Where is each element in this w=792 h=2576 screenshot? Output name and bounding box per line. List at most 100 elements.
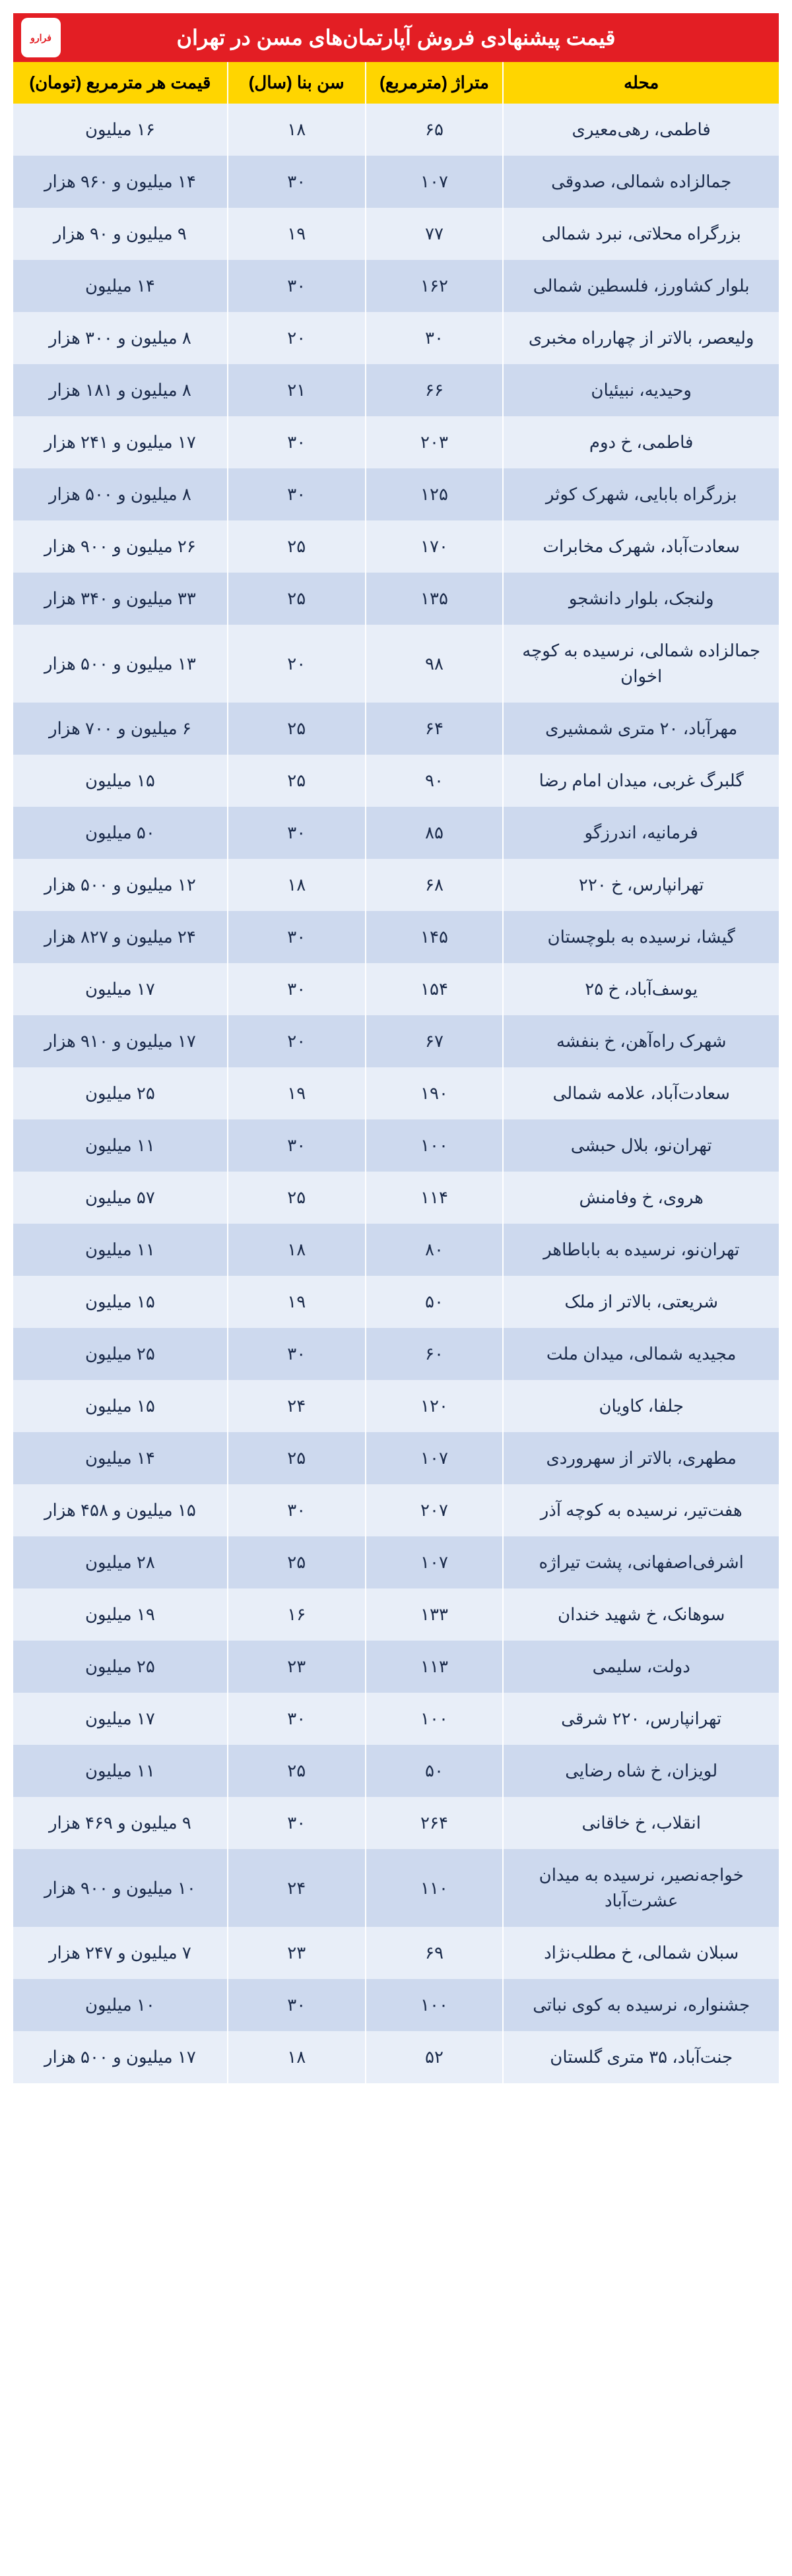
table-row: تهرانپارس، خ ۲۲۰۶۸۱۸۱۲ میلیون و ۵۰۰ هزار <box>13 859 779 911</box>
cell-neighborhood: لویزان، خ شاه رضایی <box>503 1745 779 1797</box>
cell-area: ۱۰۰ <box>366 1693 504 1745</box>
table-row: بزرگراه بابایی، شهرک کوثر۱۲۵۳۰۸ میلیون و… <box>13 468 779 520</box>
cell-age: ۱۶ <box>228 1588 366 1641</box>
cell-price: ۸ میلیون و ۳۰۰ هزار <box>13 312 228 364</box>
cell-age: ۱۸ <box>228 859 366 911</box>
cell-neighborhood: سعادت‌آباد، علامه شمالی <box>503 1067 779 1119</box>
cell-area: ۱۱۳ <box>366 1641 504 1693</box>
col-header-age: سن بنا (سال) <box>228 62 366 104</box>
cell-age: ۳۰ <box>228 1693 366 1745</box>
table-container: قیمت پیشنهادی فروش آپارتمان‌های مسن در ت… <box>0 0 792 2096</box>
table-row: خواجه‌نصیر، نرسیده به میدان عشرت‌آباد۱۱۰… <box>13 1849 779 1927</box>
cell-neighborhood: تهرانپارس، خ ۲۲۰ <box>503 859 779 911</box>
cell-price: ۸ میلیون و ۵۰۰ هزار <box>13 468 228 520</box>
cell-area: ۲۶۴ <box>366 1797 504 1849</box>
table-row: جمالزاده شمالی، صدوقی۱۰۷۳۰۱۴ میلیون و ۹۶… <box>13 156 779 208</box>
table-row: گیشا، نرسیده به بلوچستان۱۴۵۳۰۲۴ میلیون و… <box>13 911 779 963</box>
cell-age: ۲۰ <box>228 625 366 703</box>
cell-price: ۱۲ میلیون و ۵۰۰ هزار <box>13 859 228 911</box>
cell-price: ۲۵ میلیون <box>13 1328 228 1380</box>
cell-price: ۷ میلیون و ۲۴۷ هزار <box>13 1927 228 1979</box>
cell-area: ۲۰۷ <box>366 1484 504 1536</box>
cell-area: ۱۴۵ <box>366 911 504 963</box>
cell-price: ۱۴ میلیون <box>13 260 228 312</box>
cell-neighborhood: بزرگراه محلاتی، نبرد شمالی <box>503 208 779 260</box>
table-row: لویزان، خ شاه رضایی۵۰۲۵۱۱ میلیون <box>13 1745 779 1797</box>
cell-neighborhood: هفت‌تیر، نرسیده به کوچه آذر <box>503 1484 779 1536</box>
cell-neighborhood: مجیدیه شمالی، میدان ملت <box>503 1328 779 1380</box>
cell-age: ۲۴ <box>228 1849 366 1927</box>
cell-price: ۱۰ میلیون و ۹۰۰ هزار <box>13 1849 228 1927</box>
cell-area: ۱۳۳ <box>366 1588 504 1641</box>
cell-area: ۱۷۰ <box>366 520 504 573</box>
cell-neighborhood: فرمانیه، اندرزگو <box>503 807 779 859</box>
cell-area: ۶۶ <box>366 364 504 416</box>
cell-neighborhood: سوهانک، خ شهید خندان <box>503 1588 779 1641</box>
table-body: فاطمی، رهی‌معیری۶۵۱۸۱۶ میلیونجمالزاده شم… <box>13 104 779 2083</box>
cell-neighborhood: شهرک راه‌آهن، خ بنفشه <box>503 1015 779 1067</box>
table-row: فرمانیه، اندرزگو۸۵۳۰۵۰ میلیون <box>13 807 779 859</box>
cell-area: ۱۳۵ <box>366 573 504 625</box>
cell-neighborhood: جنت‌آباد، ۳۵ متری گلستان <box>503 2031 779 2083</box>
cell-area: ۳۰ <box>366 312 504 364</box>
table-row: انقلاب، خ خاقانی۲۶۴۳۰۹ میلیون و ۴۶۹ هزار <box>13 1797 779 1849</box>
cell-area: ۶۹ <box>366 1927 504 1979</box>
table-row: هروی، خ وفامنش۱۱۴۲۵۵۷ میلیون <box>13 1172 779 1224</box>
cell-neighborhood: گلبرگ غربی، میدان امام رضا <box>503 755 779 807</box>
header-row: محله متراژ (مترمربع) سن بنا (سال) قیمت ه… <box>13 62 779 104</box>
cell-neighborhood: تهران‌نو، نرسیده به باباطاهر <box>503 1224 779 1276</box>
col-header-area: متراژ (مترمربع) <box>366 62 504 104</box>
cell-neighborhood: جشنواره، نرسیده به کوی نباتی <box>503 1979 779 2031</box>
cell-age: ۳۰ <box>228 416 366 468</box>
table-row: فاطمی، رهی‌معیری۶۵۱۸۱۶ میلیون <box>13 104 779 156</box>
cell-neighborhood: هروی، خ وفامنش <box>503 1172 779 1224</box>
cell-age: ۲۴ <box>228 1380 366 1432</box>
table-row: سوهانک، خ شهید خندان۱۳۳۱۶۱۹ میلیون <box>13 1588 779 1641</box>
table-row: سعادت‌آباد، علامه شمالی۱۹۰۱۹۲۵ میلیون <box>13 1067 779 1119</box>
cell-age: ۳۰ <box>228 1797 366 1849</box>
cell-age: ۳۰ <box>228 1979 366 2031</box>
cell-area: ۱۲۵ <box>366 468 504 520</box>
source-logo-badge: فرارو <box>21 18 61 57</box>
col-header-neighborhood: محله <box>503 62 779 104</box>
cell-area: ۱۲۰ <box>366 1380 504 1432</box>
cell-area: ۱۵۴ <box>366 963 504 1015</box>
cell-neighborhood: بزرگراه بابایی، شهرک کوثر <box>503 468 779 520</box>
cell-price: ۱۷ میلیون <box>13 1693 228 1745</box>
cell-area: ۶۷ <box>366 1015 504 1067</box>
cell-age: ۲۵ <box>228 520 366 573</box>
cell-age: ۱۸ <box>228 104 366 156</box>
table-row: سعادت‌آباد، شهرک مخابرات۱۷۰۲۵۲۶ میلیون و… <box>13 520 779 573</box>
cell-age: ۲۵ <box>228 1432 366 1484</box>
cell-age: ۱۹ <box>228 208 366 260</box>
cell-age: ۱۸ <box>228 2031 366 2083</box>
cell-neighborhood: جلفا، کاویان <box>503 1380 779 1432</box>
cell-area: ۱۰۰ <box>366 1979 504 2031</box>
table-row: وحیدیه، نبیئیان۶۶۲۱۸ میلیون و ۱۸۱ هزار <box>13 364 779 416</box>
cell-price: ۲۴ میلیون و ۸۲۷ هزار <box>13 911 228 963</box>
cell-price: ۱۱ میلیون <box>13 1745 228 1797</box>
cell-price: ۱۷ میلیون و ۹۱۰ هزار <box>13 1015 228 1067</box>
cell-neighborhood: سعادت‌آباد، شهرک مخابرات <box>503 520 779 573</box>
price-table: محله متراژ (مترمربع) سن بنا (سال) قیمت ه… <box>13 62 779 2083</box>
cell-neighborhood: مطهری، بالاتر از سهروردی <box>503 1432 779 1484</box>
table-row: هفت‌تیر، نرسیده به کوچه آذر۲۰۷۳۰۱۵ میلیو… <box>13 1484 779 1536</box>
cell-age: ۲۵ <box>228 573 366 625</box>
page-title: قیمت پیشنهادی فروش آپارتمان‌های مسن در ت… <box>176 26 615 49</box>
table-row: جلفا، کاویان۱۲۰۲۴۱۵ میلیون <box>13 1380 779 1432</box>
cell-price: ۱۵ میلیون <box>13 1380 228 1432</box>
table-row: تهران‌نو، نرسیده به باباطاهر۸۰۱۸۱۱ میلیو… <box>13 1224 779 1276</box>
cell-age: ۲۵ <box>228 1745 366 1797</box>
cell-price: ۱۳ میلیون و ۵۰۰ هزار <box>13 625 228 703</box>
cell-age: ۳۰ <box>228 807 366 859</box>
cell-neighborhood: گیشا، نرسیده به بلوچستان <box>503 911 779 963</box>
cell-age: ۱۹ <box>228 1276 366 1328</box>
cell-area: ۵۰ <box>366 1276 504 1328</box>
cell-area: ۱۰۷ <box>366 1536 504 1588</box>
table-row: دولت، سلیمی۱۱۳۲۳۲۵ میلیون <box>13 1641 779 1693</box>
cell-price: ۵۰ میلیون <box>13 807 228 859</box>
cell-neighborhood: تهرانپارس، ۲۲۰ شرقی <box>503 1693 779 1745</box>
table-row: بلوار کشاورز، فلسطین شمالی۱۶۲۳۰۱۴ میلیون <box>13 260 779 312</box>
table-row: ولیعصر، بالاتر از چهارراه مخبری۳۰۲۰۸ میل… <box>13 312 779 364</box>
cell-age: ۳۰ <box>228 1119 366 1172</box>
